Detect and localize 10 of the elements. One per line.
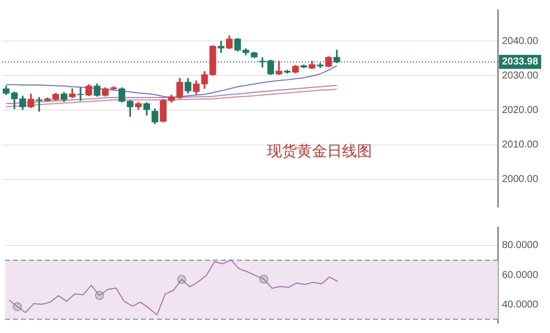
y-tick-label: 80.0000 [502,240,539,252]
ref-line-label: 2033.98 [502,56,539,68]
y-tick-label: 2000.00 [502,174,539,186]
text: 现货黄金日线图 [266,142,372,160]
y-tick-label: 2040.00 [502,36,539,47]
y-tick-label: 2020.00 [502,104,539,116]
y-tick-label: 40.0000 [502,299,539,310]
y-tick-label: 60.0000 [502,270,539,281]
y-tick-label: 2030.00 [502,70,539,82]
y-tick-label: 2010.00 [502,140,539,151]
